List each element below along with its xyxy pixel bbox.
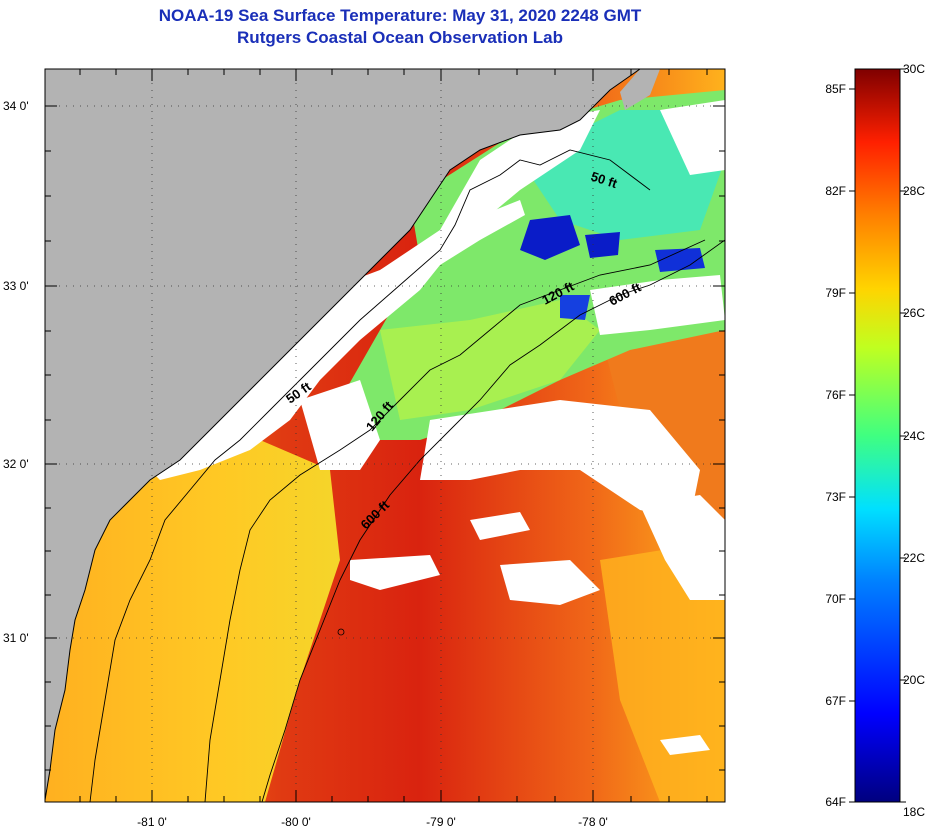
colorbar-label-79f: 79F: [825, 286, 846, 300]
colorbar-label-67f: 67F: [825, 694, 846, 708]
cloud-cover: [640, 495, 725, 600]
map-subtitle: Rutgers Coastal Ocean Observation Lab: [237, 28, 563, 47]
cloud-cover: [420, 400, 700, 520]
land-mass: [45, 69, 640, 800]
cloud-cover: [140, 110, 600, 480]
colorbar-label-64f: 64F: [825, 795, 846, 809]
colorbar-label-18c: 18C: [903, 805, 925, 819]
map-border: [44, 68, 726, 803]
lon-label-78: -78 0': [578, 815, 608, 829]
lon-label-80: -80 0': [281, 815, 311, 829]
isobath-50ft: [89, 149, 651, 802]
cloud-cover: [350, 555, 440, 590]
cool-water-2: [380, 300, 600, 420]
isobath-120ft: [204, 239, 706, 802]
colorbar-label-82f: 82F: [825, 184, 846, 198]
cold-pocket: [655, 248, 705, 272]
colorbar-label-24c: 24C: [903, 429, 925, 443]
cold-pocket: [560, 295, 590, 320]
colorbar-label-20c: 20C: [903, 673, 925, 687]
shelf-water: [45, 440, 340, 802]
colorbar-label-22c: 22C: [903, 551, 925, 565]
cloud-cover: [660, 100, 725, 175]
colorbar-label-73f: 73F: [825, 490, 846, 504]
colorbar-ticks: [849, 68, 906, 803]
lat-label-33: 33 0': [3, 279, 29, 293]
lat-label-34: 34 0': [3, 99, 29, 113]
cloud-cover: [590, 275, 725, 335]
map-title: NOAA-19 Sea Surface Temperature: May 31,…: [158, 6, 642, 25]
colorbar-label-30c: 30C: [903, 62, 925, 76]
lon-label-79: -79 0': [426, 815, 456, 829]
map-frame: [45, 69, 725, 802]
cloud-cover: [470, 512, 530, 540]
buoy-marker: [337, 628, 345, 636]
cold-pocket: [520, 215, 580, 260]
colorbar-label-70f: 70F: [825, 592, 846, 606]
land-mass-north: [620, 69, 660, 110]
axis-ticks: [45, 69, 725, 802]
colorbar-label-76f: 76F: [825, 388, 846, 402]
coastline: [45, 69, 641, 801]
temperature-colorbar: [854, 68, 901, 803]
cloud-cover: [300, 380, 380, 470]
colorbar-label-28c: 28C: [903, 184, 925, 198]
isobath-600ft: [261, 239, 725, 802]
lat-label-32: 32 0': [3, 457, 29, 471]
colorbar-label-26c: 26C: [903, 306, 925, 320]
cold-pocket: [585, 232, 620, 258]
colorbar-label-85f: 85F: [825, 82, 846, 96]
lon-label-81: -81 0': [137, 815, 167, 829]
lat-label-31: 31 0': [3, 631, 29, 645]
cloud-cover: [500, 560, 600, 605]
cloud-cover: [430, 200, 525, 265]
cloud-cover: [660, 735, 710, 755]
